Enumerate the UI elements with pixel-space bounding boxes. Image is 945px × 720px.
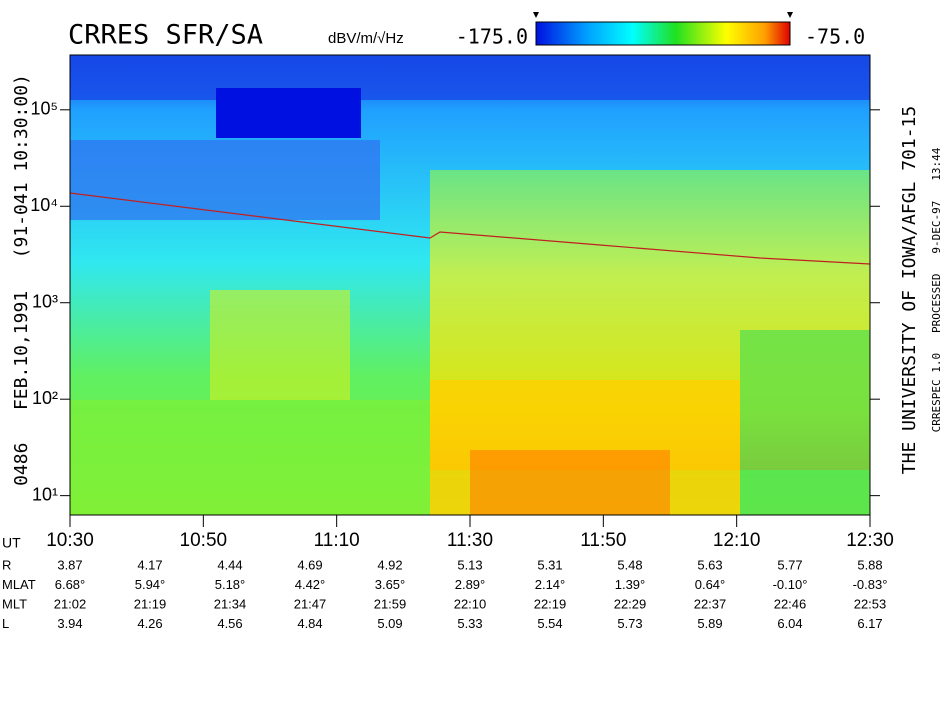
x-tick-label: 12:30 [846,530,894,551]
ephemeris-value: 5.33 [457,616,482,631]
ephemeris-value: 2.89° [455,577,486,592]
colorbar-label: dBV/m/√Hz [328,30,404,47]
x-tick-label: 11:10 [314,530,360,551]
colorbar [535,21,791,46]
ephemeris-value: 5.89 [697,616,722,631]
colorbar-tick-label: -75.0 [805,25,865,49]
ephemeris-row-label: MLT [2,596,27,611]
ephemeris-value: 3.87 [57,557,82,572]
ephemeris-value: 4.92 [377,557,402,572]
ephemeris-value: 5.54 [537,616,562,631]
ephemeris-value: 5.63 [697,557,722,572]
ephemeris-value: 22:10 [454,596,487,611]
x-tick-label: 11:30 [447,530,493,551]
ephemeris-value: 4.26 [137,616,162,631]
ephemeris-value: 4.44 [217,557,242,572]
ephemeris-value: 3.65° [375,577,406,592]
y-tick-label: 10³ [32,291,58,311]
ephemeris-value: 5.94° [135,577,166,592]
left-label: 0486 FEB.10,1991 (91-041 10:30:00) [11,74,32,486]
ephemeris-value: 4.69 [297,557,322,572]
ephemeris-row-label: L [2,616,9,631]
ephemeris-row-label: R [2,557,11,572]
ephemeris-value: 4.84 [297,616,322,631]
ephemeris-value: 5.88 [857,557,882,572]
y-tick-label: 10² [32,388,58,408]
ephemeris-value: -0.10° [773,577,808,592]
x-tick-label: 10:30 [46,530,94,551]
ephemeris-value: 22:46 [774,596,807,611]
ephemeris-label: UT [2,535,21,551]
ephemeris-value: 21:47 [294,596,327,611]
spectrogram-image [69,55,871,515]
ephemeris-value: 6.17 [857,616,882,631]
ephemeris-value: 21:59 [374,596,407,611]
ephemeris-value: 22:19 [534,596,567,611]
ephemeris-value: 1.39° [615,577,646,592]
ephemeris-value: 21:34 [214,596,247,611]
ephemeris-value: 0.64° [695,577,726,592]
ephemeris-value: 5.31 [537,557,562,572]
x-tick-label: 12:10 [713,530,761,551]
ephemeris-value: 2.14° [535,577,566,592]
x-tick-label: 10:50 [180,530,228,551]
colorbar-tick-label: -175.0 [456,25,528,49]
ephemeris-value: 5.77 [777,557,802,572]
ephemeris-value: 5.09 [377,616,402,631]
ephemeris-value: 5.13 [457,557,482,572]
ephemeris-value: 22:29 [614,596,647,611]
ephemeris-value: 22:53 [854,596,887,611]
ephemeris-value: 6.04 [777,616,802,631]
x-tick-label: 11:50 [580,530,626,551]
ephemeris-value: 5.73 [617,616,642,631]
y-tick-label: 10⁵ [31,99,58,119]
ephemeris-value: 3.94 [57,616,82,631]
colorbar-tick [787,12,793,18]
right-sublabel: CRRESPEC 1.0 PROCESSED 9-DEC-97 13:44 [930,147,943,432]
ephemeris-value: 21:19 [134,596,167,611]
colorbar-tick [533,12,539,18]
y-tick-label: 10⁴ [30,195,58,215]
right-label: THE UNIVERSITY OF IOWA/AFGL 701-15 [899,106,920,474]
chart-title: CRRES SFR/SA [68,20,263,51]
y-tick-label: 10¹ [32,484,58,504]
ephemeris-value: 6.68° [55,577,86,592]
ephemeris-value: 4.17 [137,557,162,572]
ephemeris-value: 21:02 [54,596,87,611]
ephemeris-value: 4.42° [295,577,326,592]
ephemeris-value: 22:37 [694,596,727,611]
ephemeris-value: 5.48 [617,557,642,572]
ephemeris-value: -0.83° [853,577,888,592]
ephemeris-value: 4.56 [217,616,242,631]
ephemeris-row-label: MLAT [2,577,36,592]
ephemeris-value: 5.18° [215,577,246,592]
